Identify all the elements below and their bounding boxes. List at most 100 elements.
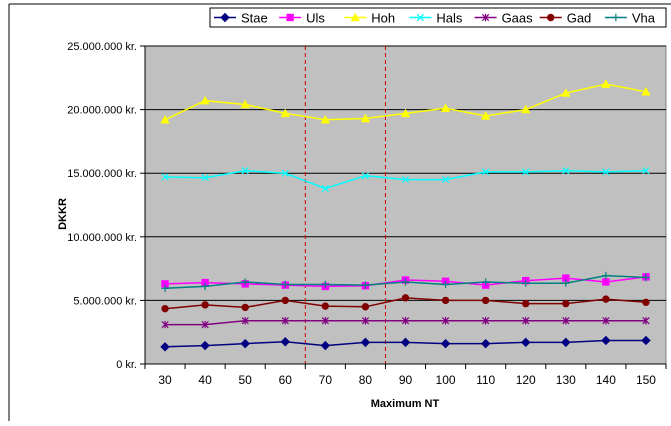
legend-label: Hoh	[371, 11, 395, 26]
data-point-stae	[601, 335, 611, 346]
legend-entry-gaas: Gaas	[474, 11, 534, 26]
series-vha	[161, 271, 650, 293]
data-point-vha	[642, 273, 650, 282]
data-point-gad	[321, 302, 330, 310]
y-tick-label: 5.000.000 kr.	[73, 295, 137, 307]
data-point-gaas	[321, 317, 329, 325]
x-tick-label: 40	[198, 373, 212, 387]
legend-label: Vha	[632, 11, 656, 26]
axes	[144, 46, 666, 365]
data-point-gad	[401, 294, 410, 302]
data-point-vha	[602, 271, 610, 280]
x-tick-label: 110	[476, 373, 495, 387]
data-point-vha	[241, 278, 249, 286]
legend-label: Gad	[567, 11, 592, 26]
legend-entry-stae: Stae	[214, 11, 268, 26]
data-point-hoh	[561, 88, 571, 97]
legend-entry-hals: Hals	[409, 11, 463, 26]
data-point-vha	[321, 280, 330, 289]
data-point-vha	[201, 282, 209, 291]
data-point-vha	[441, 280, 450, 289]
data-point-uls	[602, 278, 610, 286]
series-hoh	[160, 79, 651, 124]
data-point-hals	[602, 168, 610, 176]
data-point-stae	[480, 338, 491, 349]
data-point-gad	[241, 303, 249, 312]
legend-label: Gaas	[502, 11, 534, 26]
data-point-gaas	[281, 317, 289, 325]
data-point-hals	[562, 167, 570, 175]
x-tick-label: 70	[319, 373, 333, 387]
data-point-gaas	[201, 320, 209, 329]
data-point-vha	[481, 278, 490, 286]
data-point-vha	[522, 279, 530, 287]
x-axis-title: Maximum NT	[371, 398, 440, 410]
data-point-stae	[280, 337, 290, 347]
data-point-gaas	[522, 317, 530, 325]
legend-label: Hals	[436, 11, 463, 26]
data-point-hoh	[160, 114, 170, 124]
data-point-gaas	[441, 317, 450, 325]
data-point-hoh	[440, 103, 451, 113]
data-point-hals	[281, 169, 289, 177]
data-point-gaas	[602, 317, 610, 325]
data-point-hals	[321, 184, 329, 193]
data-point-hoh	[320, 114, 330, 124]
data-point-gaas	[241, 317, 249, 325]
series-gaas	[161, 317, 650, 329]
x-tick-label: 130	[556, 373, 576, 387]
y-tick-label: 15.000.000 kr.	[67, 168, 137, 180]
reference-lines	[304, 46, 386, 364]
legend-entry-uls: Uls	[279, 11, 325, 26]
legend-marker	[612, 13, 620, 22]
y-axis-title: DKKR	[57, 198, 69, 230]
x-tick-label: 140	[596, 373, 616, 387]
x-tick-label: 50	[239, 373, 253, 387]
y-tick-label: 0 kr.	[116, 359, 137, 371]
y-tick-label: 25.000.000 kr.	[67, 41, 137, 53]
data-point-hoh	[481, 111, 491, 120]
data-point-hals	[161, 173, 169, 181]
y-tick-label: 10.000.000 kr.	[67, 232, 137, 244]
data-point-gaas	[161, 320, 169, 329]
x-tick-label: 90	[399, 373, 413, 387]
data-point-hoh	[400, 108, 411, 118]
data-point-vha	[361, 281, 370, 289]
x-axis-ticks: 30 40 50 60 70 80 90 100 110 120 130 140 150	[144, 364, 667, 387]
data-point-gaas	[482, 317, 490, 325]
data-point-stae	[240, 338, 250, 349]
data-point-gaas	[642, 317, 650, 325]
legend: Stae Uls Hoh Hals Gaas Gad Vha	[209, 7, 667, 28]
data-point-stae	[160, 342, 170, 352]
data-point-gad	[522, 299, 530, 308]
data-point-stae	[200, 340, 210, 351]
data-point-gad	[481, 296, 490, 305]
data-point-hals	[642, 167, 650, 175]
data-point-hoh	[280, 108, 290, 118]
data-point-hoh	[200, 95, 210, 105]
legend-marker	[286, 13, 294, 22]
data-point-gad	[361, 303, 370, 311]
data-point-gaas	[361, 317, 370, 325]
x-tick-label: 150	[636, 373, 656, 387]
series-group	[160, 79, 651, 352]
data-point-hals	[482, 168, 490, 176]
data-point-gad	[562, 299, 570, 308]
data-point-gad	[161, 304, 169, 313]
series-hals	[161, 167, 650, 193]
data-point-gad	[441, 296, 450, 305]
legend-marker	[350, 12, 360, 22]
legend-entry-hoh: Hoh	[344, 11, 395, 26]
plot-area	[144, 45, 667, 365]
legend-marker	[416, 13, 425, 22]
legend-label: Stae	[241, 11, 268, 26]
data-point-stae	[561, 337, 571, 348]
y-axis-ticks: 0 kr. 5.000.000 kr. 10.000.000 kr. 15.000.0…	[67, 41, 145, 371]
legend-marker	[220, 12, 230, 23]
data-point-hals	[361, 172, 370, 180]
data-point-hals	[201, 174, 209, 182]
data-point-gad	[602, 295, 610, 303]
y-tick-label: 20.000.000 kr.	[67, 105, 137, 117]
